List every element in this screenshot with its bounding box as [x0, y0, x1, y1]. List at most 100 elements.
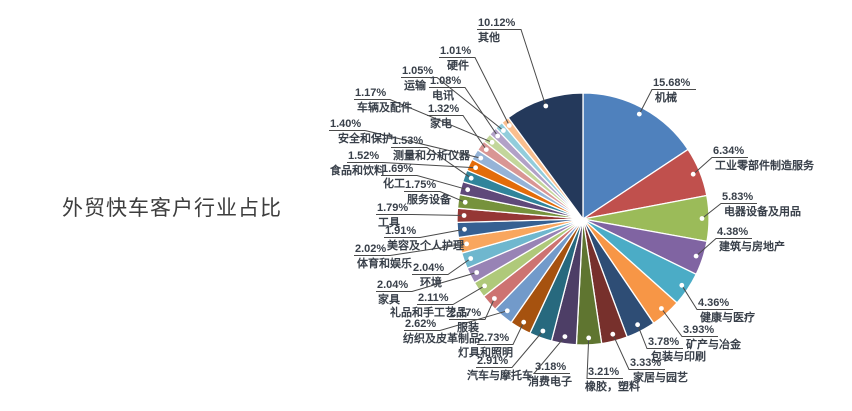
leader-line: [376, 214, 465, 216]
slice-label: 1.08% 电讯: [430, 75, 461, 102]
leader-line: [427, 115, 487, 150]
slice-percent: 10.12%: [478, 17, 516, 29]
slice-percent: 4.36%: [698, 297, 730, 309]
slice-label: 3.93% 矿产与冶金: [683, 324, 741, 351]
slice-dot: [679, 282, 685, 288]
slice-name: 建筑与房地产: [719, 241, 785, 253]
slice-percent: 2.04%: [413, 262, 445, 274]
slice-label: 3.78% 包装与印刷: [648, 336, 706, 363]
slice-dot: [478, 155, 484, 161]
leader-line: [412, 258, 471, 275]
slice-name: 电器设备及用品: [724, 206, 801, 218]
slice-label: 1.75% 服务设备: [405, 179, 451, 206]
slice-dot: [473, 165, 478, 171]
leader-line: [404, 191, 466, 203]
leader-line: [439, 57, 510, 126]
slice-label: 1.79% 工具: [377, 202, 408, 229]
leader-line: [692, 157, 748, 175]
slice-label: 2.02% 体育和娱乐: [355, 243, 412, 270]
slice-label: 6.34% 工业零部件制造服务: [713, 145, 814, 172]
slice-percent: 1.79%: [377, 202, 409, 214]
slice-label: 2.73% 灯具和照明: [458, 332, 513, 359]
slice-percent: 1.53%: [392, 135, 424, 147]
leader-line: [612, 333, 665, 370]
slice-name: 运输: [404, 80, 426, 92]
leader-line: [701, 203, 757, 219]
leader-line: [417, 285, 485, 305]
slice-name: 消费电子: [528, 376, 572, 388]
leader-line: [660, 308, 718, 337]
slice-percent: 3.18%: [535, 361, 567, 373]
slice-percent: 1.01%: [440, 45, 472, 57]
slice-percent: 4.38%: [717, 226, 749, 238]
slice-name: 其他: [478, 32, 500, 44]
slice-name: 车辆及配件: [357, 102, 412, 114]
slice-dot: [635, 322, 640, 328]
slice-percent: 3.93%: [683, 324, 715, 336]
slice-label: 2.62% 纺织及皮革制品: [403, 318, 480, 345]
slice-label: 1.52% 食品和饮料: [330, 150, 385, 177]
slice-name: 环境: [420, 277, 442, 289]
slice-dot: [495, 133, 501, 139]
leader-line: [329, 130, 481, 159]
slice-percent: 1.52%: [348, 150, 380, 162]
slice-name: 服装: [457, 322, 479, 334]
slice-dot: [699, 216, 705, 221]
slice-name: 安全和保护: [338, 133, 393, 145]
leader-line: [476, 330, 544, 368]
leader-line: [532, 336, 570, 374]
leader-line: [586, 337, 623, 379]
slice-dot: [501, 128, 506, 133]
slice-label: 15.68% 机械: [653, 77, 690, 104]
slice-dot: [483, 147, 489, 153]
slice-label: 4.38% 建筑与房地产: [717, 226, 785, 253]
slice-name: 食品和饮料: [330, 165, 385, 177]
leader-line: [429, 87, 499, 137]
slice-dot: [492, 296, 497, 301]
slice-dot: [464, 241, 469, 247]
slice-name: 服务设备: [407, 194, 451, 206]
slice-dot: [482, 283, 487, 289]
slice-label: 5.83% 电器设备及用品: [722, 191, 801, 218]
slice-percent: 2.02%: [355, 243, 387, 255]
slice-percent: 1.05%: [402, 65, 434, 77]
slice-label: 10.12% 其他: [478, 17, 515, 44]
slice-name: 测量和分析仪器: [393, 150, 470, 162]
slice-dot: [586, 335, 592, 341]
slice-name: 家具: [378, 294, 400, 306]
slice-dot: [461, 213, 467, 218]
slice-dot: [468, 175, 474, 181]
leader-line: [401, 77, 504, 131]
leader-line: [354, 243, 467, 256]
slice-dot: [462, 226, 467, 232]
chart-title: 外贸快车客户行业占比: [62, 197, 282, 220]
slice-dot: [462, 199, 468, 205]
slice-label: 3.33% 家居与园艺: [630, 357, 688, 384]
slice-dot: [489, 139, 495, 145]
leader-line: [391, 147, 472, 179]
slice-dot: [474, 270, 480, 275]
leader-line: [449, 298, 495, 320]
leader-line: [695, 238, 752, 257]
slice-percent: 5.83%: [722, 191, 754, 203]
slice-name: 工具: [378, 217, 400, 229]
slice-label: 4.36% 健康与医疗: [698, 297, 755, 324]
slice-label: 1.53% 测量和分析仪器: [392, 135, 470, 162]
slice-dot: [521, 319, 527, 325]
slice-percent: 1.75%: [405, 179, 437, 191]
slice-percent: 1.32%: [428, 103, 460, 115]
slice-name: 机械: [655, 92, 677, 104]
slice-percent: 1.17%: [355, 87, 387, 99]
slice-name: 健康与医疗: [700, 312, 755, 324]
slice-label: 3.18% 消费电子: [528, 361, 572, 388]
slice-percent: 15.68%: [653, 77, 691, 89]
leader-line: [381, 175, 468, 191]
slice-name: 美容及个人护理: [387, 240, 464, 252]
slice-label: 3.21% 橡胶，塑料: [585, 366, 640, 393]
slice-label: 1.01% 硬件: [440, 45, 471, 72]
slice-dot: [690, 171, 696, 177]
slice-name: 汽车与摩托车: [467, 370, 533, 382]
slice-name: 工业零部件制造服务: [715, 160, 814, 172]
slice-label: 1.32% 家电: [428, 103, 459, 130]
